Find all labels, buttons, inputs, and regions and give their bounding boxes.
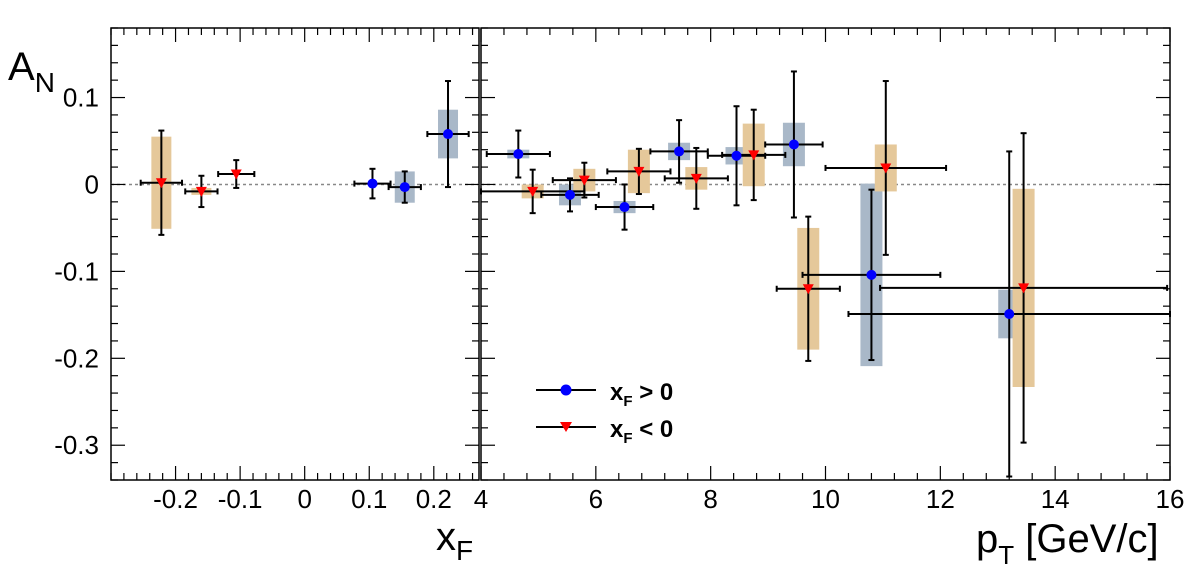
x-axis-title-pt-tail: [GeV/c]: [1014, 517, 1159, 561]
data-point-xf-negative: [195, 186, 207, 197]
data-point-xf-positive: [443, 129, 454, 140]
y-tick-label: -0.1: [54, 256, 99, 286]
data-point-xf-positive: [619, 202, 630, 213]
legend-label-sub: F: [623, 393, 632, 410]
data-point-xf-negative: [748, 150, 760, 161]
data-point-xf-negative: [690, 173, 702, 184]
panel-pt: 4 6 8 10 12 14 16 xF > 0 xF < 0: [474, 27, 1185, 514]
panel-xf-markers: [155, 129, 454, 197]
data-point-xf-positive: [1004, 308, 1015, 319]
x-axis-title-pt-main: p: [976, 517, 998, 561]
x-tick-label: 6: [589, 484, 603, 514]
data-point-xf-positive: [367, 178, 378, 189]
data-point-xf-negative: [578, 175, 590, 186]
x-tick-label: 0: [297, 484, 311, 514]
legend-label-tail: > 0: [633, 379, 674, 406]
legend-label-xf-positive: xF > 0: [610, 379, 673, 410]
panel-pt-error-bars: [480, 70, 1171, 478]
y-axis-title-sub: N: [35, 67, 55, 98]
data-point-xf-positive: [513, 149, 524, 160]
data-point-xf-negative: [230, 169, 242, 180]
y-tick-label: 0.1: [63, 83, 99, 113]
x-axis-title-xf: xF: [436, 515, 473, 566]
panel-pt-frame: [480, 27, 1171, 481]
panel-xf-error-bars: [139, 80, 470, 236]
x-tick-label: -0.1: [218, 484, 263, 514]
x-tick-label: 12: [926, 484, 955, 514]
legend-label-tail: < 0: [633, 416, 674, 443]
x-axis-title-xf-main: x: [436, 515, 456, 559]
x-tick-label: 14: [1041, 484, 1070, 514]
x-tick-label: -0.2: [153, 484, 198, 514]
panel-xf-y-ticks: -0.3 -0.2 -0.1 0 0.1: [54, 27, 479, 481]
data-point-xf-positive: [866, 269, 877, 280]
data-point-xf-negative: [880, 163, 892, 174]
panel-xf: -0.3 -0.2 -0.1 0 0.1 -0.2 -0.1 0 0.1 0.2: [54, 27, 480, 514]
legend-label-sub: F: [623, 430, 632, 447]
panel-pt-x-ticks: 4 6 8 10 12 14 16: [474, 28, 1185, 514]
x-tick-label: 0.2: [416, 484, 452, 514]
y-tick-label: -0.3: [54, 430, 99, 460]
x-tick-label: 0.1: [351, 484, 387, 514]
legend-label-main: x: [610, 379, 624, 406]
y-axis-title: AN: [8, 45, 55, 98]
x-tick-label: 4: [474, 484, 488, 514]
data-point-xf-positive: [674, 146, 685, 157]
x-tick-label: 16: [1156, 484, 1185, 514]
data-point-xf-negative: [802, 284, 814, 295]
x-axis-title-xf-sub: F: [456, 535, 473, 566]
x-axis-title-pt: pT [GeV/c]: [976, 517, 1159, 570]
panel-pt-y-ticks: [481, 27, 1170, 481]
x-tick-label: 8: [703, 484, 717, 514]
panel-xf-frame: [110, 27, 480, 481]
legend-marker-circle: [560, 384, 572, 396]
legend-label-main: x: [610, 416, 624, 443]
panel-xf-systematic-boxes: [151, 109, 459, 229]
data-point-xf-positive: [564, 189, 575, 200]
panel-pt-markers: [513, 139, 1030, 319]
legend: xF > 0 xF < 0: [536, 379, 673, 447]
panel-xf-x-ticks: -0.2 -0.1 0 0.1 0.2: [110, 28, 474, 514]
y-tick-label: 0: [85, 169, 99, 199]
x-axis-title-pt-sub: T: [998, 540, 1014, 570]
legend-entry-xf-positive: xF > 0: [536, 379, 673, 410]
y-tick-label: -0.2: [54, 343, 99, 373]
legend-marker-triangle: [560, 422, 572, 432]
data-point-xf-negative: [527, 186, 539, 197]
legend-label-xf-negative: xF < 0: [610, 416, 673, 447]
data-point-xf-negative: [1018, 283, 1030, 294]
data-point-xf-negative: [155, 178, 167, 189]
data-point-xf-negative: [633, 166, 645, 177]
x-tick-label: 10: [811, 484, 840, 514]
y-axis-title-main: A: [8, 45, 35, 89]
data-point-xf-positive: [731, 150, 742, 161]
data-point-xf-positive: [788, 139, 799, 150]
data-point-xf-positive: [399, 182, 410, 193]
legend-entry-xf-negative: xF < 0: [536, 416, 673, 447]
